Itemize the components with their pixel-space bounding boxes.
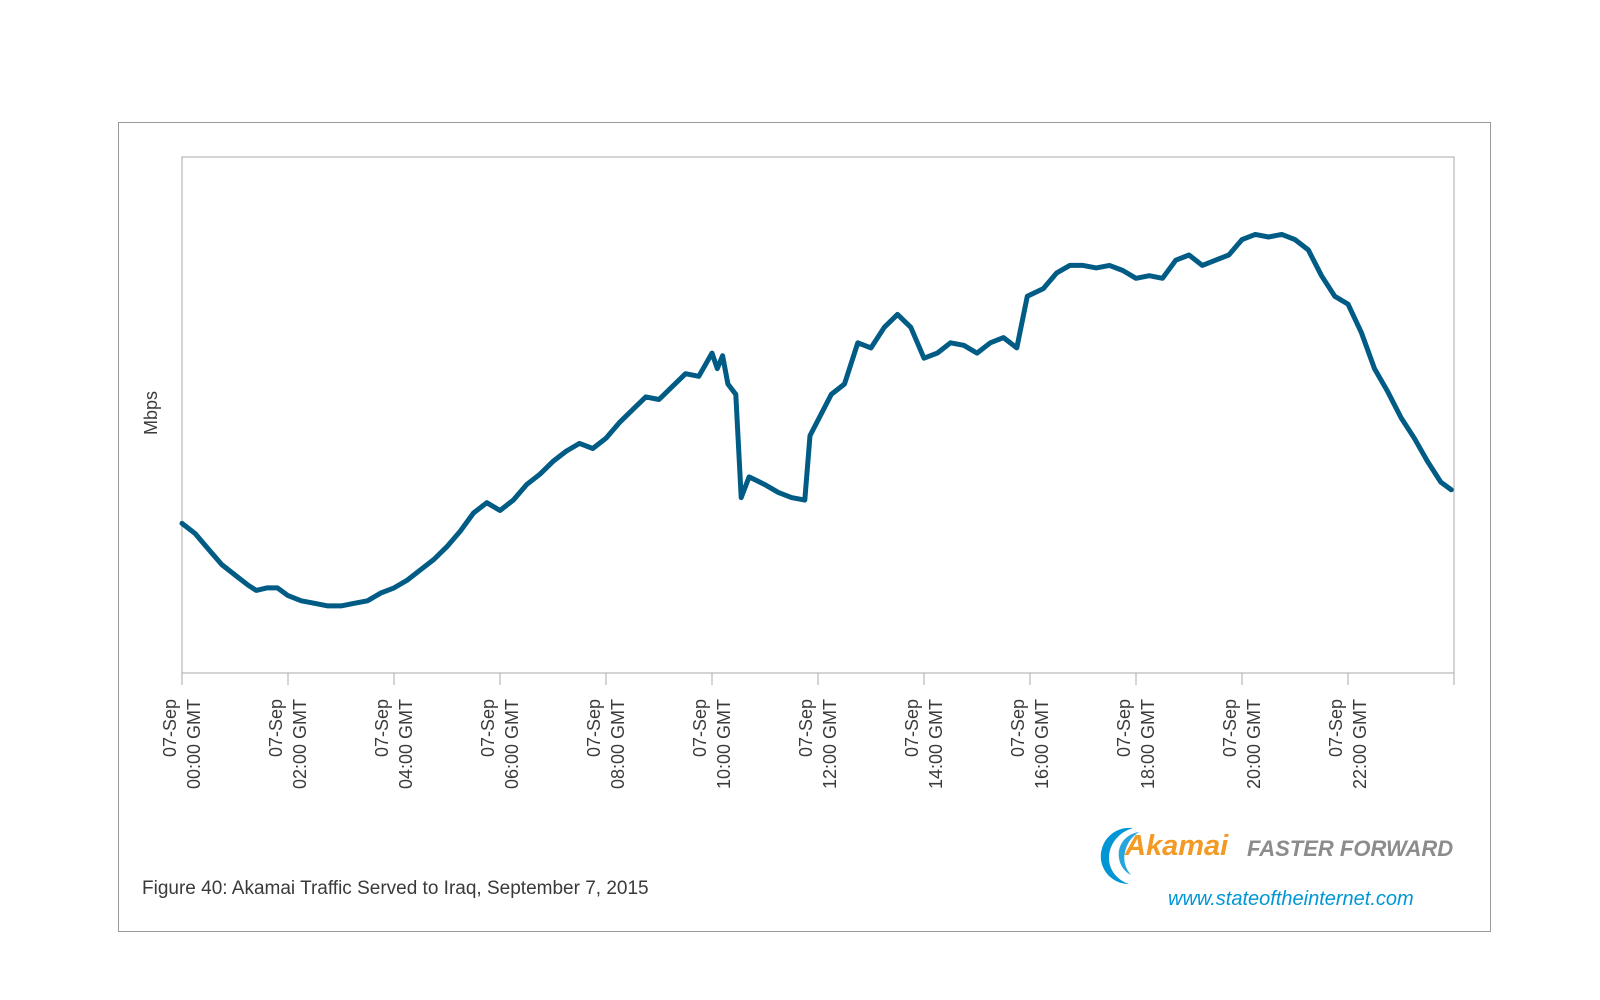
x-axis-tick-labels: 07-Sep 00:00 GMT 07-Sep 02:00 GMT 07-Sep 04:0… (160, 699, 1370, 789)
akamai-url: www.stateoftheinternet.com (1168, 888, 1414, 910)
series-line-traffic (179, 231, 1454, 609)
x-tick-label: 07-Sep 04:00 GMT (372, 699, 416, 789)
x-tick-label: 07-Sep 14:00 GMT (902, 699, 946, 789)
x-tick-label: 07-Sep 12:00 GMT (796, 699, 840, 789)
akamai-logo: Akamai FASTER FORWARD www.stateoftheinte… (1095, 822, 1455, 912)
akamai-tagline: FASTER FORWARD (1247, 836, 1454, 861)
x-tick-label: 07-Sep 02:00 GMT (266, 699, 310, 789)
x-tick-label: 07-Sep 00:00 GMT (160, 699, 204, 789)
akamai-wordmark: Akamai (1125, 830, 1229, 862)
line-chart: Mbps 07-Sep 00:00 GMT 07-Sep 02:00 GMT 07-Se… (141, 156, 1455, 789)
x-tick-label: 07-Sep 18:00 GMT (1114, 699, 1158, 789)
figure-caption: Figure 40: Akamai Traffic Served to Iraq… (142, 878, 649, 899)
x-tick-label: 07-Sep 22:00 GMT (1326, 699, 1370, 789)
x-tick-label: 07-Sep 10:00 GMT (690, 699, 734, 789)
x-axis-ticks (181, 673, 1455, 685)
x-tick-label: 07-Sep 08:00 GMT (584, 699, 628, 789)
x-tick-label: 07-Sep 20:00 GMT (1220, 699, 1264, 789)
akamai-swoosh-icon (1100, 827, 1139, 884)
x-tick-label: 07-Sep 06:00 GMT (478, 699, 522, 789)
x-tick-label: 07-Sep 16:00 GMT (1008, 699, 1052, 789)
y-axis-label: Mbps (141, 391, 161, 435)
chart-frame (118, 122, 1491, 932)
